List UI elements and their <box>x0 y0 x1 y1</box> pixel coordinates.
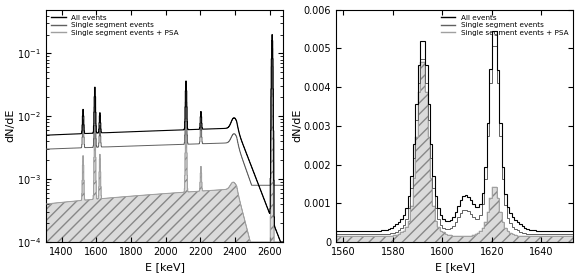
X-axis label: E [keV]: E [keV] <box>145 262 185 272</box>
Legend: All events, Single segment events, Single segment events + PSA: All events, Single segment events, Singl… <box>50 13 180 37</box>
Legend: All events, Single segment events, Single segment events + PSA: All events, Single segment events, Singl… <box>439 13 570 37</box>
Y-axis label: dN/dE: dN/dE <box>6 109 16 143</box>
X-axis label: E [keV]: E [keV] <box>435 262 475 272</box>
Y-axis label: dN/dE: dN/dE <box>292 109 302 143</box>
